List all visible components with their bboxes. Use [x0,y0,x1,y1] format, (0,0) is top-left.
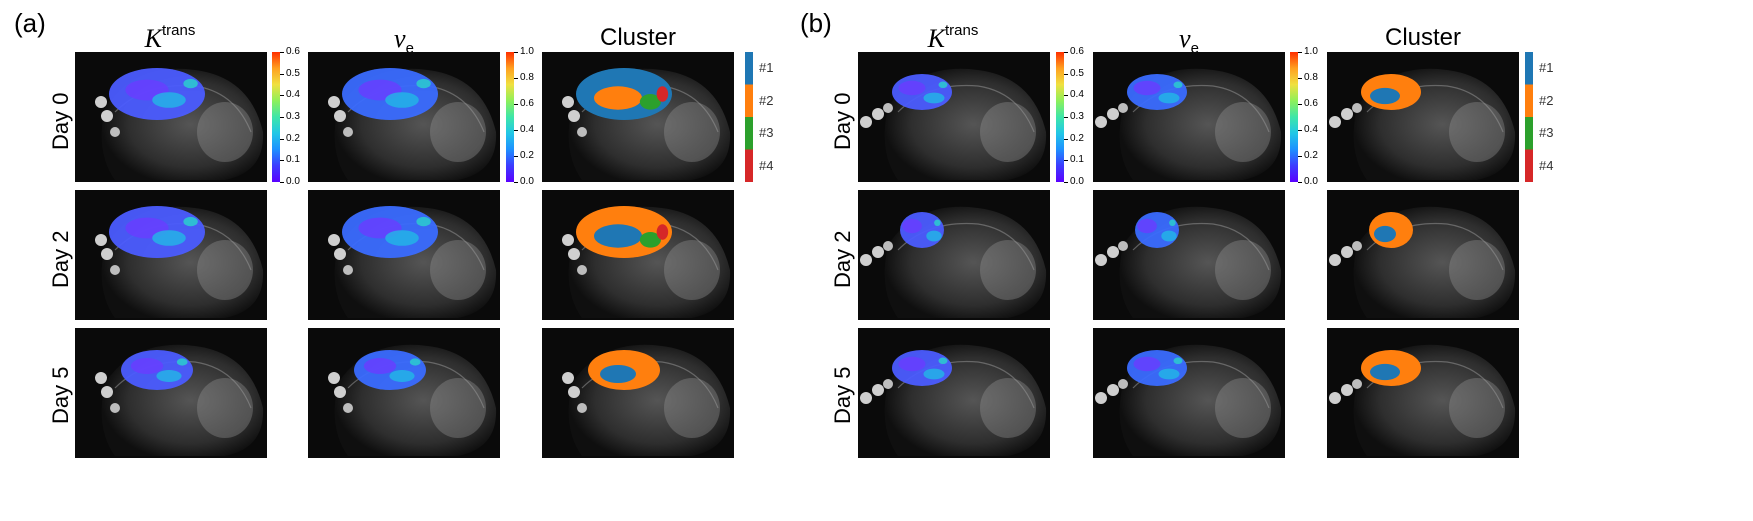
scan-ktrans-day2-b [858,190,1050,320]
colorbar-ktrans-a-tick-mark [280,117,284,118]
col-title-ktrans-a: Ktrans [144,22,196,53]
colorbar-ve-a-tick-mark [514,182,518,183]
colorbar-cluster-b-label: #3 [1539,125,1554,141]
colorbar-ktrans-a-tick-mark [280,138,284,140]
colorbar-ktrans-a-tick-mark [280,73,284,75]
colorbar-ve-a-tick-label: 0.4 [520,124,534,135]
colorbar-ktrans-a-tick-label: 0.2 [286,132,300,144]
colorbar-ktrans-a-tick-label: 0.4 [286,89,300,101]
colorbar-cluster-a-label: #2 [759,92,774,108]
panel-a-label: (a) [14,8,46,38]
colorbar-ktrans-b-tick-mark [1064,73,1068,75]
colorbar-ktrans-a-tick-label: 0.1 [286,154,300,166]
row-label-day2-b: Day 2 [830,230,855,288]
colorbar-ve-b-tick-label: 0.8 [1304,72,1318,83]
colorbar-ktrans-b-tick-label: 0.0 [1070,176,1084,187]
colorbar-ktrans-a-tick-mark [280,160,284,162]
colorbar-cluster-b-label: #2 [1539,92,1554,108]
colorbar-ktrans-b-tick-mark [1064,52,1068,53]
scan-ve-day0-a [308,52,500,182]
colorbar-ktrans-b-tick-label: 0.2 [1070,132,1084,144]
row-label-day2-a: Day 2 [48,230,73,288]
colorbar-ve-a-tick-label: 0.6 [520,98,534,109]
colorbar-ve-b [1290,52,1298,182]
colorbar-ve-b-tick-label: 0.4 [1304,124,1318,135]
scan-ve-day2-b [1093,190,1285,320]
colorbar-ve-b-tick-mark [1298,156,1302,157]
colorbar-ve-a-tick-mark [514,78,518,79]
colorbar-cluster-b-label: #1 [1539,60,1554,76]
colorbar-ve-a-tick-mark [514,104,518,105]
colorbar-ve-b-tick-mark [1298,78,1302,79]
colorbar-ktrans-a [272,52,280,182]
row-label-day0-b: Day 0 [830,92,855,150]
scan-ktrans-day2-a [75,190,267,320]
colorbar-ve-a-tick-mark [514,130,518,131]
scan-cluster-day0-a [542,52,734,182]
row-label-day0-a: Day 0 [48,92,73,150]
colorbar-ktrans-b-tick-label: 0.4 [1070,89,1084,101]
colorbar-ktrans-a-tick-label: 0.0 [286,176,300,187]
colorbar-cluster-b-label: #4 [1539,157,1554,173]
scan-ve-day2-a [308,190,500,320]
colorbar-ve-b-tick-label: 1.0 [1304,46,1318,57]
scan-ve-day5-a [308,328,500,458]
scan-cluster-day2-b [1327,190,1519,320]
colorbar-cluster-a-label: #1 [759,60,774,76]
colorbar-ve-b-tick-mark [1298,52,1302,53]
colorbar-ve-a [506,52,514,182]
colorbar-cluster-a-label: #4 [759,157,774,173]
scan-ve-day0-b [1093,52,1285,182]
colorbar-cluster-a-label: #3 [759,125,774,141]
scan-cluster-day2-a [542,190,734,320]
colorbar-ktrans-a-tick-mark [280,182,284,183]
colorbar-ktrans-b-tick-label: 0.3 [1070,111,1084,122]
scan-ve-day5-b [1093,328,1285,458]
colorbar-ktrans-a-tick-label: 0.5 [286,67,300,79]
colorbar-ktrans-a-tick-mark [280,95,284,97]
scan-ktrans-day0-a [75,52,267,182]
colorbar-cluster-a [745,52,753,182]
colorbar-ve-b-tick-mark [1298,182,1302,183]
panel-b-label: (b) [800,8,832,38]
colorbar-ve-a-tick-label: 0.0 [520,176,534,187]
colorbar-ve-b-tick-mark [1298,104,1302,105]
colorbar-ve-a-tick-label: 0.8 [520,72,534,83]
colorbar-ve-b-tick-label: 0.0 [1304,176,1318,187]
col-title-cluster-a: Cluster [599,24,677,51]
scan-cluster-day0-b [1327,52,1519,182]
colorbar-ktrans-b-tick-label: 0.6 [1070,46,1084,57]
colorbar-ktrans-b-tick-label: 0.1 [1070,154,1084,166]
colorbar-ve-a-tick-mark [514,52,518,53]
colorbar-ve-b-tick-mark [1298,130,1302,131]
scan-cluster-day5-b [1327,328,1519,458]
colorbar-ktrans-b-tick-label: 0.5 [1070,67,1084,79]
col-title-cluster-b: Cluster [1384,24,1462,51]
colorbar-ktrans-b [1056,52,1064,182]
colorbar-ktrans-b-tick-mark [1064,95,1068,97]
colorbar-ve-a-tick-mark [514,156,518,157]
colorbar-ktrans-b-tick-mark [1064,182,1068,183]
colorbar-ve-b-tick-label: 0.6 [1304,98,1318,109]
colorbar-ktrans-b-tick-mark [1064,117,1068,118]
colorbar-ve-b-tick-label: 0.2 [1304,150,1318,161]
colorbar-ktrans-a-tick-label: 0.3 [286,111,300,122]
col-title-ve-b: ve [1179,24,1199,57]
scan-ktrans-day0-b [858,52,1050,182]
colorbar-ve-a-tick-label: 0.2 [520,150,534,161]
scan-ktrans-day5-a [75,328,267,458]
row-label-day5-b: Day 5 [830,366,855,424]
colorbar-ktrans-b-tick-mark [1064,160,1068,162]
colorbar-cluster-b [1525,52,1533,182]
colorbar-ve-a-tick-label: 1.0 [520,46,534,57]
colorbar-ktrans-a-tick-mark [280,52,284,53]
row-label-day5-a: Day 5 [48,366,73,424]
scan-ktrans-day5-b [858,328,1050,458]
colorbar-ktrans-b-tick-mark [1064,138,1068,140]
col-title-ktrans-b: Ktrans [927,22,979,53]
col-title-ve-a: ve [394,24,414,57]
scan-cluster-day5-a [542,328,734,458]
colorbar-ktrans-a-tick-label: 0.6 [286,46,300,57]
